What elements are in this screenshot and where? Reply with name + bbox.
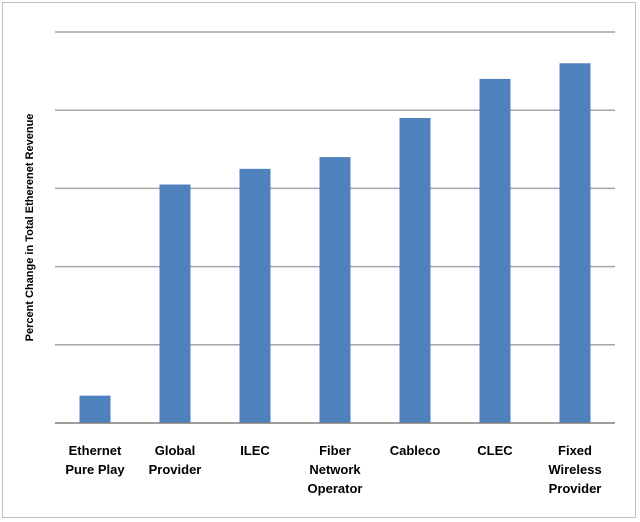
- bar: [319, 157, 351, 423]
- bar: [399, 118, 431, 424]
- bar: [239, 168, 271, 423]
- x-tick-label: CLEC: [477, 443, 513, 458]
- bar: [79, 395, 111, 423]
- x-tick-label: Ethernet Pure Play: [65, 443, 125, 477]
- x-tick-label: ILEC: [240, 443, 270, 458]
- x-tick-label: Global Provider: [149, 443, 202, 477]
- bar: [559, 63, 591, 423]
- x-tick-label: Cableco: [390, 443, 441, 458]
- bar: [159, 184, 191, 423]
- x-axis-labels: Ethernet Pure Play Global Provider ILEC Fiber…: [65, 443, 601, 496]
- chart-frame: [2, 2, 636, 518]
- x-tick-label: Fixed Wireless Provider: [548, 443, 601, 496]
- y-axis-title: Percent Change in Total Etherenet Revenu…: [24, 114, 36, 342]
- bar: [479, 78, 511, 424]
- x-tick-label: Fiber Network Operator: [308, 443, 363, 496]
- bars: [79, 63, 591, 424]
